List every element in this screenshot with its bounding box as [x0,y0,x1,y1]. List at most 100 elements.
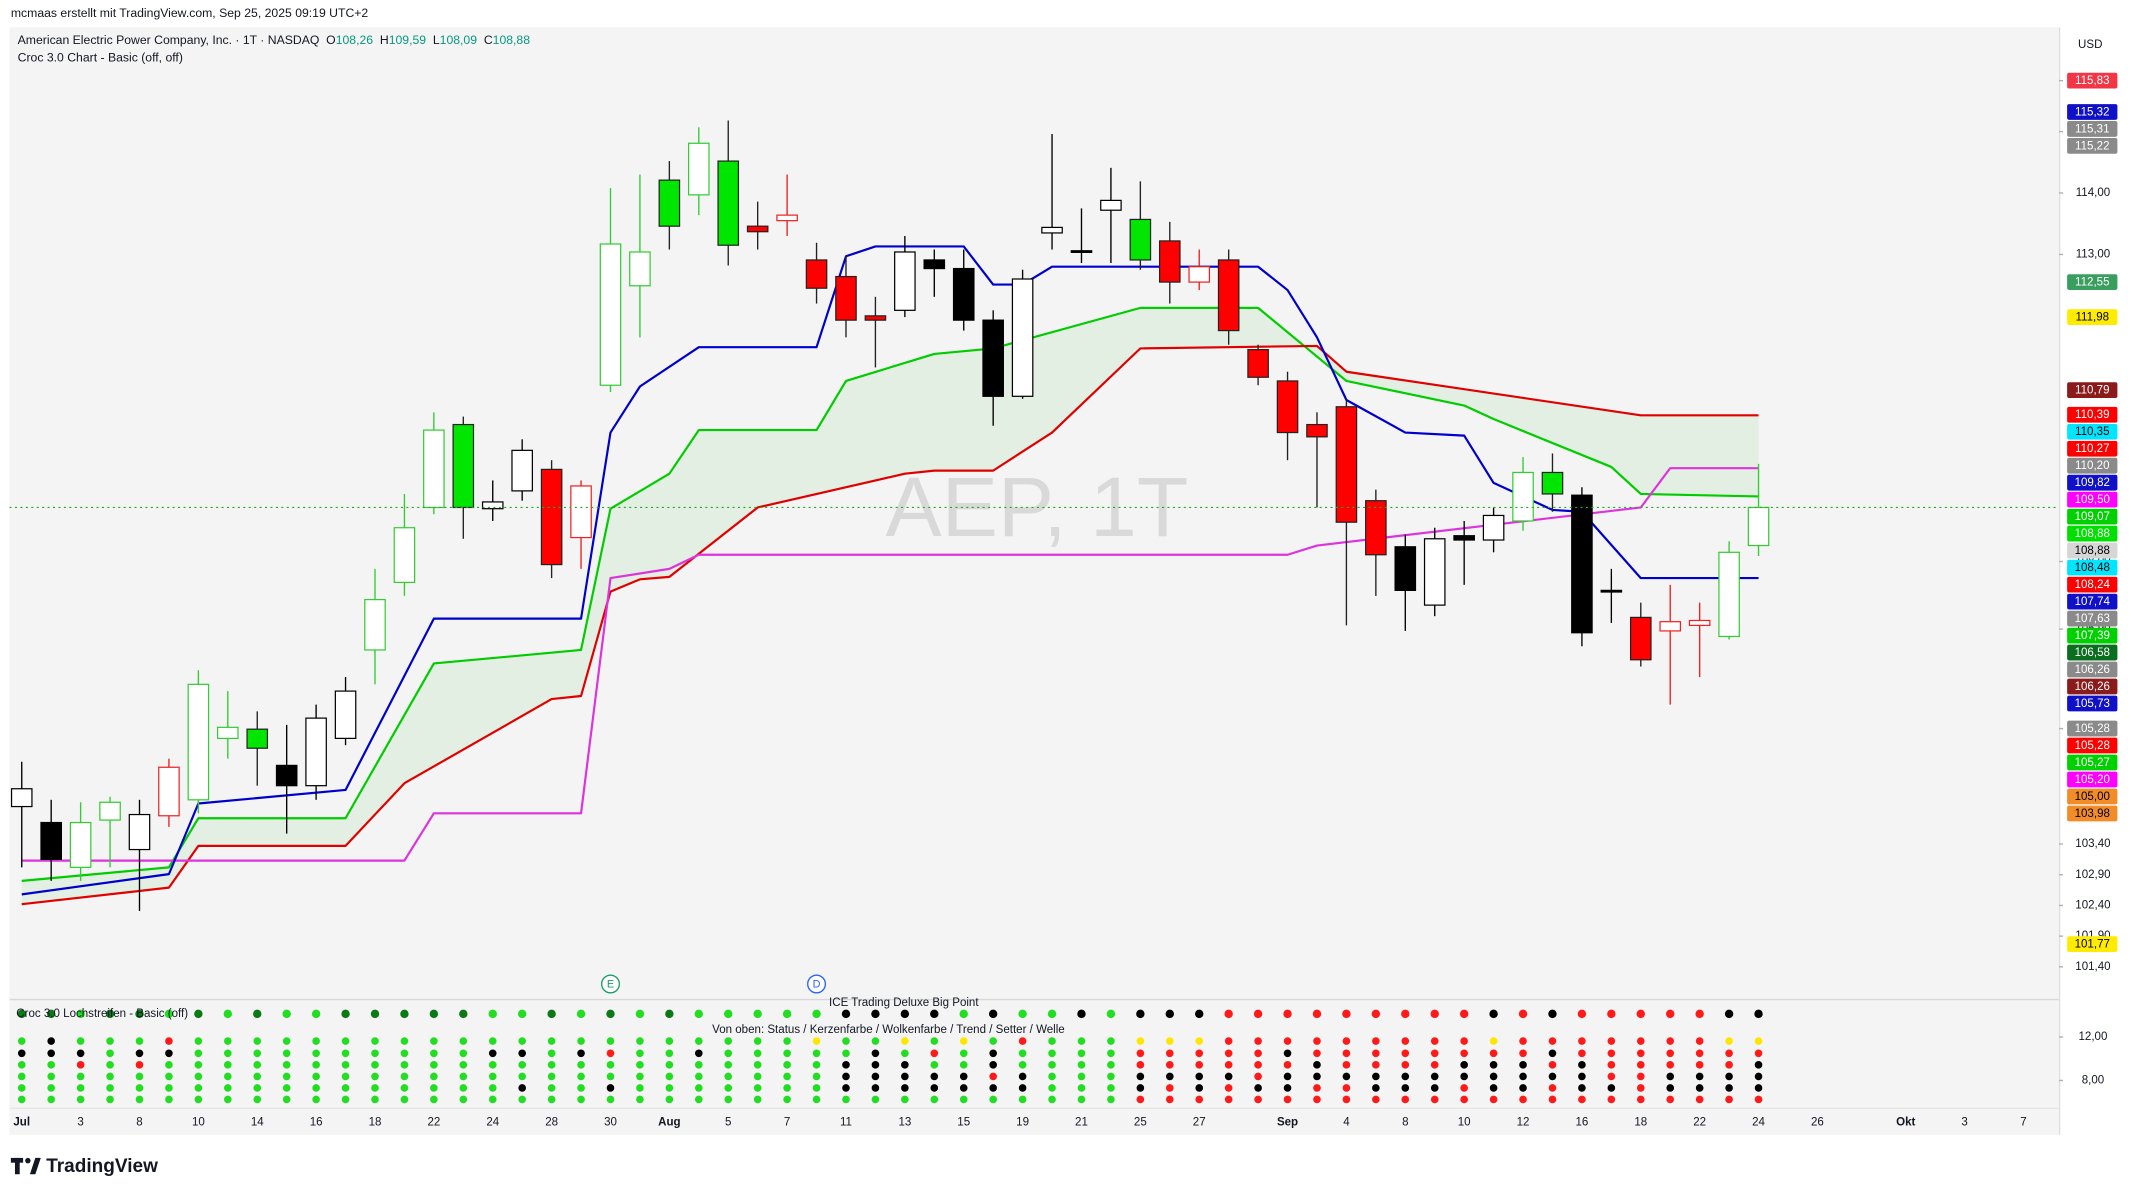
logo-shape [14,1157,20,1175]
status-dot [1548,1095,1557,1104]
x-tick-label: 27 [1193,1117,1206,1129]
x-tick-label: 18 [1634,1117,1647,1129]
status-dot [959,1095,968,1104]
status-dot [430,1072,438,1081]
status-dot [1401,1084,1410,1092]
x-tick-label: 11 [840,1117,852,1129]
status-dot [282,1095,291,1104]
status-dot [989,1049,997,1058]
panel-legend: Von oben: Status / Kerzenfarbe / Wolkenf… [712,1024,1065,1036]
status-dot [341,1072,350,1081]
status-dot [724,1095,733,1104]
status-dot [1636,1084,1645,1092]
status-dot [1018,1049,1027,1058]
status-dot [430,1095,438,1104]
status-dot [1607,1049,1616,1058]
candle-body [128,813,151,851]
status-dot [989,1095,997,1104]
status-dot [1342,1072,1351,1081]
status-dot [1283,1095,1292,1104]
status-dot [1077,1009,1086,1019]
ohlc-key: C [484,33,493,47]
status-dot [783,1037,791,1045]
price-badge-label: 108,24 [2075,579,2111,591]
status-dot [930,1037,939,1045]
status-dot [812,1072,821,1081]
y-tick-label: 102,90 [2075,869,2110,881]
status-dot [783,1061,791,1069]
status-dot [1077,1049,1086,1058]
status-dot [1401,1072,1410,1081]
status-dot [1047,1009,1057,1019]
candle-body [894,251,916,311]
candle-body [1306,423,1328,438]
status-dot [1372,1072,1380,1081]
status-dot [1136,1037,1145,1045]
status-dot [1460,1049,1468,1058]
symbol: American Electric Power Company, Inc. · … [18,33,320,47]
status-dot [1018,1084,1027,1092]
x-tick-label: 7 [784,1117,790,1129]
status-dot [1401,1049,1410,1058]
status-dot [518,1095,526,1104]
status-dot [930,1084,939,1092]
status-dot [901,1061,909,1069]
status-dot [900,1009,910,1019]
ohlc-value: 108,26 [336,33,374,47]
price-badge-label: 108,88 [2075,528,2110,540]
status-dot [1283,1037,1292,1045]
status-dot [724,1084,733,1092]
status-dot [606,1084,615,1092]
price-badge [2067,559,2118,576]
status-dot [1283,1061,1292,1069]
status-dot [488,1084,497,1092]
x-tick-label: 10 [192,1117,205,1129]
status-dot [1636,1009,1646,1019]
x-tick-label: Jul [13,1117,30,1129]
status-dot [636,1037,644,1045]
price-badge [2067,610,2118,627]
price-badge-label: 110,27 [2075,443,2109,455]
candle-body [835,275,857,321]
status-dot [871,1061,880,1069]
status-dot [165,1084,173,1092]
status-dot [1519,1072,1527,1081]
status-dot [1578,1037,1586,1045]
candle-body [1541,471,1564,495]
status-dot [1548,1009,1557,1019]
indicator-line [21,306,1759,882]
status-dot [459,1084,468,1092]
status-dot [1607,1061,1616,1069]
status-dot [1460,1037,1468,1045]
status-dot [1695,1095,1704,1104]
status-dot [1107,1049,1115,1058]
candle-body [393,527,416,584]
status-dot [1430,1037,1439,1045]
x-tick-label: 14 [251,1117,264,1129]
status-dot [1195,1061,1204,1069]
price-badge [2067,936,2118,953]
status-dot [1754,1049,1763,1058]
status-dot [1254,1095,1262,1104]
price-badge-label: 109,07 [2075,511,2110,523]
status-dot [989,1072,997,1081]
status-dot [135,1037,144,1045]
candle-body [1129,218,1152,261]
status-dot [1401,1061,1410,1069]
status-dot [959,1049,968,1058]
price-badge [2067,406,2118,423]
status-dot [194,1049,203,1058]
status-dot [429,1009,439,1019]
price-badge [2067,644,2118,661]
status-dot [371,1037,379,1045]
status-dot [1313,1095,1321,1104]
status-dot [1283,1072,1292,1081]
status-dot [636,1095,644,1104]
y-tick-label: 102,40 [2075,899,2110,911]
x-tick-label: 28 [545,1117,558,1129]
status-dot [1578,1095,1586,1104]
price-badge-label: 109,50 [2075,494,2110,506]
status-dot [577,1049,585,1058]
x-tick-label: 4 [1343,1117,1350,1129]
status-dot [1519,1037,1527,1045]
